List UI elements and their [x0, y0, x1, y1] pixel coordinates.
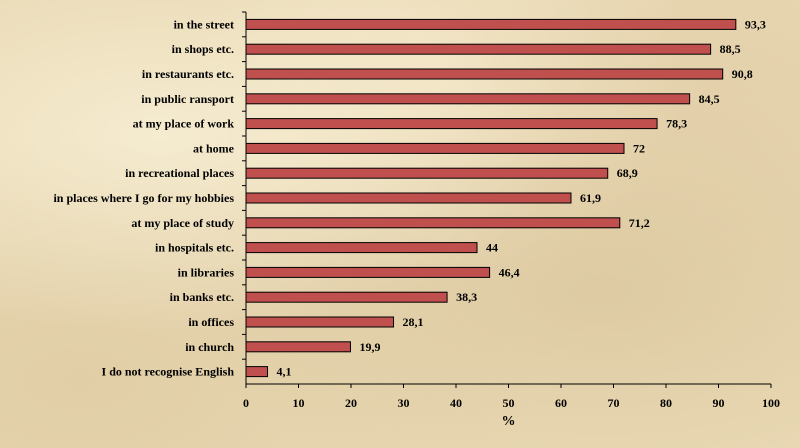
category-label: at home	[193, 141, 235, 155]
category-label: in the street	[174, 17, 234, 31]
bar	[245, 142, 625, 154]
bar	[245, 266, 491, 278]
bar	[245, 93, 691, 105]
category-labels-group: in the street 93,3 in shops etc. 88,5 in res…	[53, 17, 765, 378]
x-ticks-group: 0 10 20 30 40 50 60 70 80 90 100	[242, 11, 780, 410]
bar	[245, 341, 351, 353]
category-label: in hospitals etc.	[155, 241, 234, 255]
category-label: in banks etc.	[170, 290, 234, 304]
value-label: 28,1	[403, 315, 424, 329]
value-label: 71,2	[629, 216, 650, 230]
x-tick-label: 40	[450, 396, 462, 410]
bar	[245, 167, 609, 179]
category-label: at my place of work	[133, 117, 235, 131]
bar	[245, 291, 448, 303]
category-label: at my place of study	[131, 216, 234, 230]
value-label: 88,5	[720, 42, 741, 56]
value-label: 4,1	[277, 365, 292, 379]
x-tick-label: 100	[762, 396, 780, 410]
x-tick-label: 60	[555, 396, 567, 410]
value-label: 93,3	[745, 17, 766, 31]
x-tick-label: 70	[608, 396, 620, 410]
category-label: in recreational places	[125, 166, 234, 180]
bar	[245, 68, 724, 80]
x-tick-label: 10	[293, 396, 305, 410]
bars-group	[245, 18, 737, 378]
x-tick-label: 50	[503, 396, 515, 410]
bar	[245, 242, 478, 254]
x-tick-label: 90	[713, 396, 725, 410]
value-label: 90,8	[732, 67, 753, 81]
x-tick-label: 0	[243, 396, 249, 410]
x-tick-label: 80	[660, 396, 672, 410]
category-label: in church	[185, 340, 234, 354]
value-label: 84,5	[699, 92, 720, 106]
bar	[245, 118, 658, 130]
value-label: 78,3	[666, 117, 687, 131]
value-label: 44	[486, 241, 498, 255]
value-label: 46,4	[499, 265, 520, 279]
x-axis-title: %	[502, 414, 516, 429]
bar	[245, 366, 269, 378]
x-tick-label: 30	[398, 396, 410, 410]
category-label: I do not recognise English	[102, 365, 235, 379]
bar	[245, 43, 712, 55]
bar	[245, 316, 395, 328]
bar	[245, 18, 737, 30]
value-label: 19,9	[359, 340, 380, 354]
value-label: 68,9	[617, 166, 638, 180]
category-label: in places where I go for my hobbies	[53, 191, 234, 205]
category-label: in public ransport	[141, 92, 234, 106]
category-label: in offices	[188, 315, 234, 329]
value-label: 61,9	[580, 191, 601, 205]
x-tick-label: 20	[345, 396, 357, 410]
category-label: in shops etc.	[172, 42, 234, 56]
bar	[245, 192, 572, 204]
category-label: in restaurants etc.	[142, 67, 234, 81]
bar	[245, 217, 621, 229]
category-label: in libraries	[178, 265, 235, 279]
value-label: 38,3	[456, 290, 477, 304]
value-label: 72	[633, 141, 645, 155]
